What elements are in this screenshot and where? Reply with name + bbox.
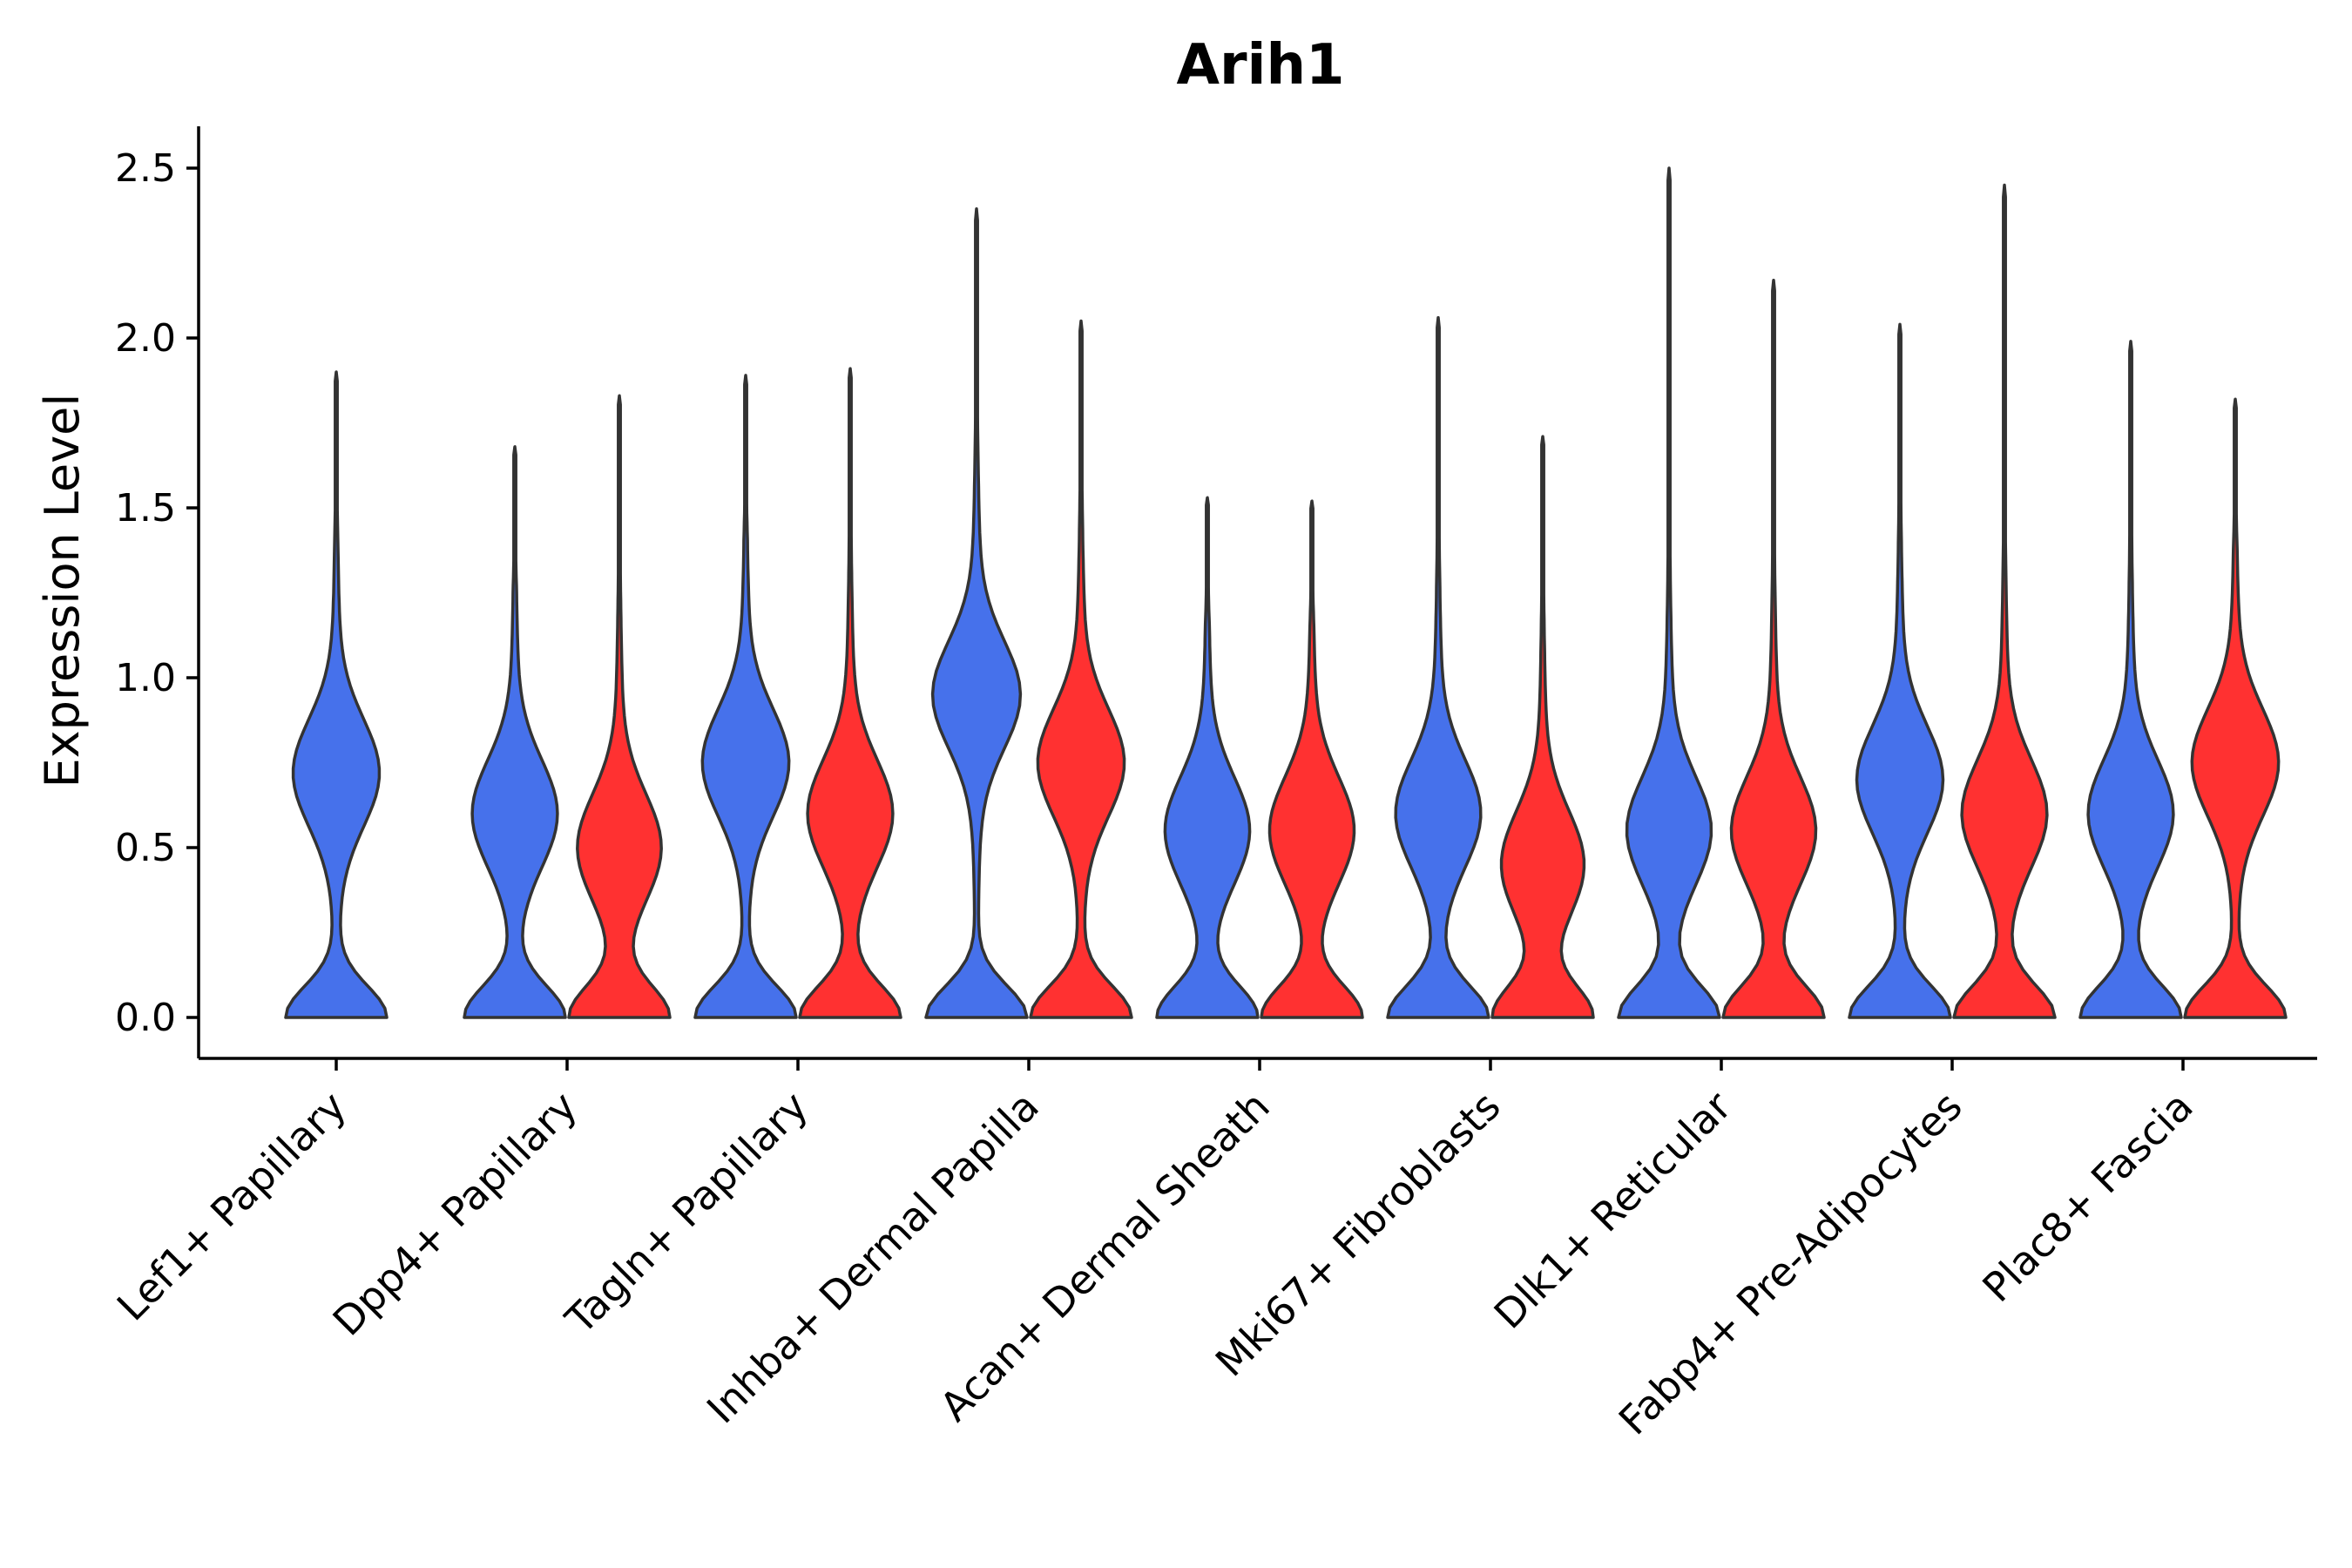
y-tick-label: 1.0 xyxy=(115,656,176,700)
violin-group-1-6 xyxy=(1386,315,1490,1019)
violin-group-2-2 xyxy=(567,394,672,1019)
x-tick-label: Lef1+ Papillary xyxy=(108,1083,355,1330)
y-tick-label: 1.5 xyxy=(115,486,176,531)
violin-group-2-7 xyxy=(1721,278,1826,1019)
violin-group-1-2 xyxy=(463,445,567,1019)
violin-group-1-5 xyxy=(1155,496,1260,1019)
violins xyxy=(284,166,2288,1019)
violin-group-2-4 xyxy=(1029,319,1133,1019)
violin-group-1-9 xyxy=(2078,340,2183,1019)
chart-title: Arih1 xyxy=(1176,33,1344,98)
y-tick-label: 0.5 xyxy=(115,826,176,870)
x-tick-label: Dlk1+ Reticular xyxy=(1485,1083,1740,1338)
x-tick-label: Tagln+ Papillary xyxy=(556,1083,817,1344)
violin-group-1-3 xyxy=(693,374,798,1019)
x-tick-label: Dpp4+ Papillary xyxy=(324,1083,586,1345)
violin-group-2-6 xyxy=(1490,435,1595,1019)
violin-group-1-1 xyxy=(284,370,389,1019)
violin-group-2-8 xyxy=(1952,183,2057,1019)
violin-group-2-5 xyxy=(1260,499,1364,1019)
violin-group-1-7 xyxy=(1617,166,1721,1019)
y-tick-label: 2.5 xyxy=(115,146,176,191)
y-axis-label: Expression Level xyxy=(35,394,90,788)
violin-group-2-3 xyxy=(798,367,902,1019)
violin-group-1-4 xyxy=(924,207,1029,1019)
violin-group-1-8 xyxy=(1848,322,1952,1019)
y-tick-label: 0.0 xyxy=(115,996,176,1040)
y-axis: 0.0 0.5 1.0 1.5 2.0 2.5 xyxy=(115,126,200,1058)
y-tick-label: 2.0 xyxy=(115,316,176,361)
x-tick-label: Plac8+ Fascia xyxy=(1973,1083,2201,1311)
violin-group-2-9 xyxy=(2183,397,2288,1019)
